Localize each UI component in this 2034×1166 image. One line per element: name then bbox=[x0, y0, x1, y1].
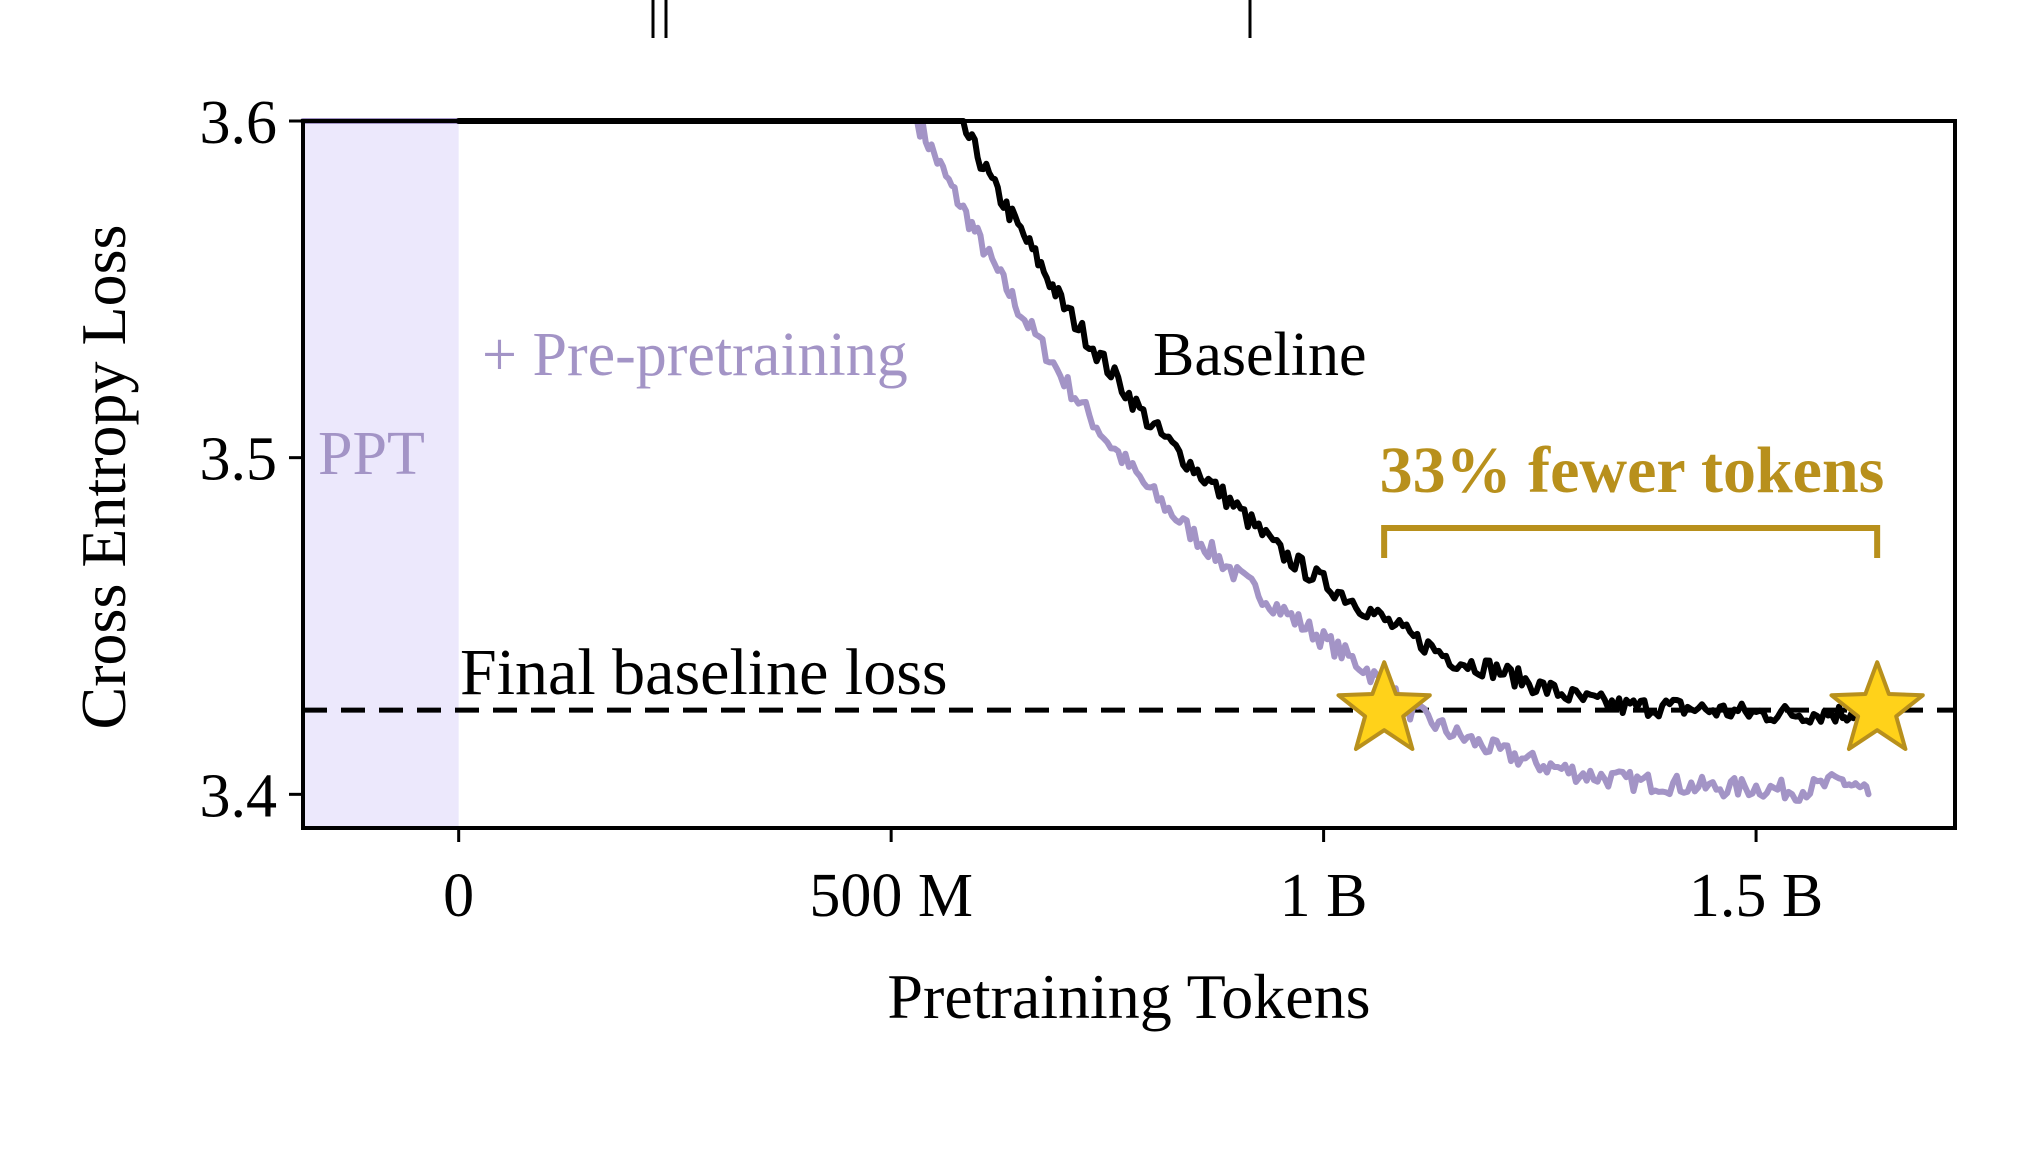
x-tick-label: 1 B bbox=[1280, 862, 1368, 930]
pre-pretraining-series-line bbox=[300, 118, 1872, 804]
x-tick-label: 1.5 B bbox=[1689, 862, 1823, 930]
ppt-region-label: PPT bbox=[318, 420, 425, 488]
baseline-series-line bbox=[455, 118, 1872, 726]
y-tick-label: 3.4 bbox=[200, 762, 278, 830]
pre-pretraining-series-label: + Pre-pretraining bbox=[482, 321, 908, 389]
x-tick-label: 0 bbox=[443, 862, 474, 930]
token-savings-bracket bbox=[1381, 525, 1881, 558]
token-savings-label: 33% fewer tokens bbox=[1380, 434, 1885, 507]
y-tick-label: 3.6 bbox=[200, 89, 278, 157]
x-tick-label: 500 M bbox=[809, 862, 973, 930]
final-baseline-loss-label: Final baseline loss bbox=[460, 636, 948, 709]
baseline-series-label: Baseline bbox=[1153, 321, 1367, 389]
y-axis-label: Cross Entropy Loss bbox=[68, 225, 139, 730]
cropped-top-ticks bbox=[651, 0, 1252, 38]
plot-frame bbox=[301, 119, 1957, 830]
star-marker-1 bbox=[1336, 660, 1432, 751]
star-marker-2 bbox=[1829, 660, 1925, 751]
x-axis-label: Pretraining Tokens bbox=[887, 961, 1370, 1032]
y-tick-label: 3.5 bbox=[200, 426, 278, 494]
